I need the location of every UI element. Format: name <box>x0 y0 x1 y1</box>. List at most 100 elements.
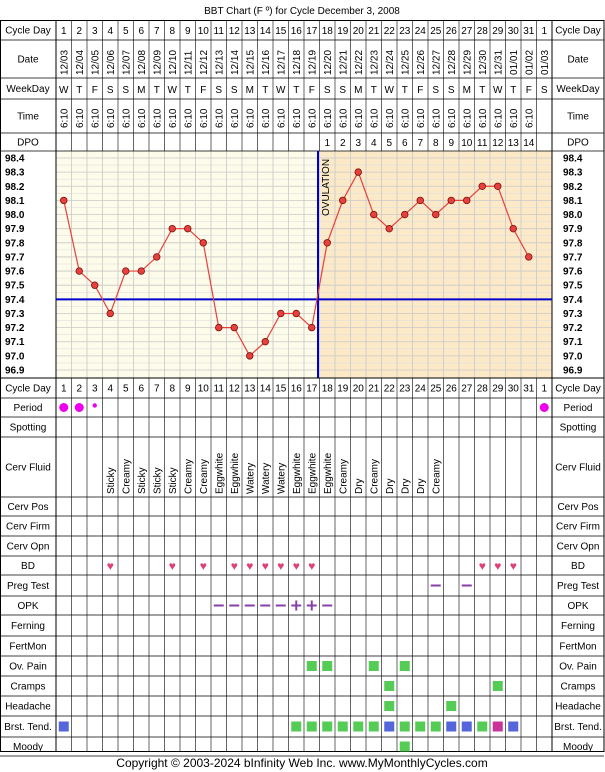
ovulation-label: OVULATION <box>321 159 332 216</box>
row-label-headache: Headache <box>5 702 51 713</box>
row-label-period: Period <box>14 403 43 414</box>
row-label-right-cycle_day2: Cycle Day <box>555 384 601 395</box>
weekday-label: W <box>168 85 178 96</box>
cycle-day-number-lower: 12 <box>229 384 241 395</box>
time-label: 6:10 <box>509 108 520 128</box>
cycle-day-number-lower: 8 <box>169 384 175 395</box>
temperature-point <box>75 267 83 275</box>
date-label: 01/03 <box>540 50 551 75</box>
weekday-label: S <box>122 85 129 96</box>
y-tick-label-left: 97.4 <box>5 295 25 306</box>
time-label: 6:10 <box>323 108 334 128</box>
temperature-point <box>168 224 176 233</box>
ov-pain-marker <box>322 661 333 671</box>
bd-heart-icon: ♥ <box>293 559 300 573</box>
row-label-right-cycle_day: Cycle Day <box>555 26 601 37</box>
row-label-preg_test: Preg Test <box>7 581 49 592</box>
cycle-day-number-lower: 27 <box>461 384 473 395</box>
cycle-day-number: 18 <box>322 26 334 37</box>
weekday-label: W <box>493 85 503 96</box>
dpo-label: 12 <box>492 138 504 149</box>
temperature-point <box>432 210 440 219</box>
temperature-point <box>292 309 300 318</box>
row-label-right-preg_test: Preg Test <box>557 581 599 592</box>
date-label: 12/18 <box>292 50 303 75</box>
cycle-day-number: 2 <box>76 26 82 37</box>
bd-heart-icon: ♥ <box>107 559 114 573</box>
time-label: 6:10 <box>478 108 489 128</box>
row-label-fertmon: FertMon <box>9 642 46 653</box>
cycle-day-number-lower: 1 <box>541 384 547 395</box>
y-tick-label-left: 97.2 <box>5 323 25 334</box>
brst-tend-marker <box>291 721 302 732</box>
temperature-point <box>261 338 269 346</box>
row-label-right-moody: Moody <box>563 742 593 753</box>
row-label-cerv_pos: Cerv Pos <box>7 502 48 513</box>
brst-tend-marker <box>58 721 69 732</box>
weekday-label: M <box>137 85 145 96</box>
row-label-right-weekday: WeekDay <box>556 84 599 95</box>
y-tick-label-left: 98.1 <box>5 196 25 207</box>
bd-heart-icon: ♥ <box>510 559 517 573</box>
cramps-marker <box>492 681 503 691</box>
y-tick-label-left: 97.7 <box>5 252 25 263</box>
cycle-day-number-lower: 18 <box>322 384 334 395</box>
weekday-label: F <box>200 85 206 96</box>
row-label-right-cerv_pos: Cerv Pos <box>557 502 598 513</box>
date-label: 12/05 <box>90 50 101 75</box>
y-tick-label-right: 97.1 <box>563 337 583 348</box>
chart-border <box>0 20 605 752</box>
temperature-point <box>525 253 533 261</box>
dpo-label: 3 <box>355 138 361 149</box>
cycle-day-number: 25 <box>430 26 442 37</box>
weekday-label: T <box>185 85 191 96</box>
y-tick-label-left: 98.3 <box>5 168 25 179</box>
period-dot <box>59 403 69 412</box>
y-tick-label-right: 97.7 <box>563 252 583 263</box>
cycle-day-number: 20 <box>353 26 365 37</box>
cycle-day-number-lower: 31 <box>523 384 535 395</box>
date-label: 12/24 <box>385 50 396 75</box>
weekday-label: S <box>324 85 331 96</box>
weekday-label: S <box>448 85 455 96</box>
temperature-point <box>354 168 362 176</box>
row-label-right-period: Period <box>564 403 593 414</box>
date-label: 12/10 <box>168 50 179 75</box>
row-label-right-dpo: DPO <box>567 138 589 149</box>
temperature-point <box>277 309 285 318</box>
date-label: 12/13 <box>214 50 225 75</box>
cerv-fluid-label: Creamy <box>338 459 349 494</box>
brst-tend-marker <box>306 721 317 732</box>
cycle-day-number-lower: 5 <box>123 384 129 395</box>
bd-heart-icon: ♥ <box>277 559 284 573</box>
weekday-label: T <box>262 85 268 96</box>
time-label: 6:10 <box>369 108 380 128</box>
cycle-day-number: 1 <box>541 26 547 37</box>
y-tick-label-left: 98.2 <box>5 182 25 193</box>
date-label: 12/07 <box>121 50 132 75</box>
brst-tend-marker <box>508 721 519 732</box>
dpo-label: 6 <box>402 138 408 149</box>
headache-marker <box>446 701 457 711</box>
date-label: 12/22 <box>354 50 365 75</box>
date-label: 12/25 <box>400 50 411 75</box>
cycle-day-number-lower: 28 <box>477 384 489 395</box>
cycle-day-number-lower: 1 <box>61 384 67 395</box>
time-label: 6:10 <box>416 108 427 128</box>
row-label-ferning: Ferning <box>11 621 45 632</box>
date-label: 12/28 <box>447 50 458 75</box>
time-label: 6:10 <box>447 108 458 128</box>
post-ovulation-bg <box>318 151 552 378</box>
weekday-label: W <box>59 85 69 96</box>
chart-title: BBT Chart (F º) for Cycle December 3, 20… <box>204 6 400 17</box>
weekday-label: T <box>76 85 82 96</box>
time-label: 6:10 <box>354 108 365 128</box>
weekday-label: M <box>463 85 471 96</box>
brst-tend-marker <box>368 721 379 732</box>
row-label-spotting: Spotting <box>10 423 47 434</box>
cycle-day-number: 1 <box>61 26 67 37</box>
temperature-point <box>509 224 517 233</box>
cycle-day-number-lower: 4 <box>107 384 113 395</box>
time-label: 6:10 <box>524 108 535 128</box>
